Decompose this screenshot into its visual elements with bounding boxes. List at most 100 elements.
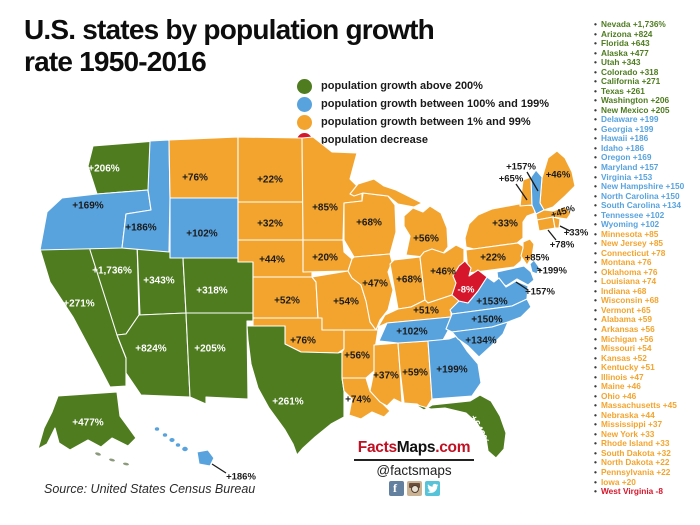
instagram-camera-lens [411,485,419,493]
state-value-label: +76% [290,336,316,347]
facebook-icon[interactable]: f [388,481,404,496]
ranking-item: • Alaska +477 [594,48,700,59]
state-value-label: +157% [506,162,536,173]
ranking-item: • Delaware +199 [594,115,700,125]
legend-color-dot [297,78,312,94]
ranking-text: Minnesota +85 [601,228,659,239]
pointer-line-hawaii [211,463,227,474]
ranking-item: • Massachusetts +45 [594,401,700,411]
ranking-text: South Dakota +32 [601,447,671,458]
ranking-item: • Idaho +186 [594,143,700,154]
ranking-text: Iowa +20 [601,476,636,487]
state-value-label: +22% [257,175,283,186]
ranking-text: Texas +261 [601,85,645,96]
ranking-item: • Oklahoma +76 [594,266,700,278]
ranking-text: New Hampshire +150 [601,181,685,192]
ranking-bullet: • [594,428,597,439]
ranking-item: • Georgia +199 [594,123,700,135]
pointer-line-rhode-island [559,225,571,232]
ranking-item: • Wyoming +102 [594,220,700,230]
twitter-bird-glyph [426,483,438,493]
ranking-bullet: • [594,247,597,258]
ranking-bullet: • [594,38,597,49]
ranking-bullet: • [594,343,597,354]
state-value-label: +1,736% [92,266,132,277]
state-value-label: +52% [274,296,300,307]
legend-color-dot [297,96,312,112]
ranking-bullet: • [594,133,597,144]
ranking-text: New Mexico +205 [601,104,670,115]
ranking-text: Florida +643 [601,38,650,49]
aleutian-island-dot [109,458,115,462]
ranking-item: • Kansas +52 [594,352,700,364]
state-value-label: +32% [257,219,283,230]
ranking-item: • Oregon +169 [594,153,700,163]
ranking-bullet: • [594,76,597,87]
state-florida [413,394,507,459]
state-value-label: +477% [72,418,104,429]
hawaii-island-dot [154,427,160,431]
ranking-text: West Virginia -8 [601,486,663,497]
instagram-icon[interactable] [406,481,422,496]
ranking-bullet: • [594,266,597,277]
ranking-item: • North Carolina +150 [594,191,700,202]
site-dotcom: .com [435,439,471,456]
ranking-text: Oklahoma +76 [601,266,658,277]
ranking-item: • Montana +76 [594,258,700,268]
state-value-label: +205% [194,344,226,355]
ranking-text: Michigan +56 [601,333,654,344]
ranking-item: • Minnesota +85 [594,228,700,240]
site-link[interactable]: FactsMaps.com [353,439,475,461]
ranking-item: • Missouri +54 [594,344,700,354]
ranking-text: Arkansas +56 [601,324,655,334]
twitter-icon[interactable] [424,481,440,496]
ranking-bullet: • [594,114,597,125]
ranking-item: • Hawaii +186 [594,134,700,144]
state-georgia [427,335,482,400]
ranking-item: • Utah +343 [594,58,700,68]
state-ranking-list: • Nevada +1,736% • Arizona +824 • Florida +64… [594,19,700,497]
ranking-bullet: • [594,390,597,401]
pointer-line-new-hampshire [526,171,539,192]
state-value-label: +150% [471,315,503,326]
ranking-bullet: • [594,362,597,373]
ranking-text: New Jersey +85 [601,238,664,249]
ranking-bullet: • [594,457,597,468]
ranking-text: Illinois +47 [601,371,644,382]
ranking-bullet: • [594,285,597,296]
ranking-bullet: • [594,181,597,192]
pointer-lines [211,171,571,474]
ranking-text: Connecticut +78 [601,247,666,258]
ranking-bullet: • [594,57,597,68]
ranking-text: Kentucky +51 [601,362,655,373]
title-line-1: U.S. states by population growth [24,14,435,45]
state-value-label: +59% [402,368,428,379]
state-alaska [37,391,137,451]
state-wisconsin [343,192,397,258]
state-north-dakota [237,136,304,203]
state-value-label: +85% [525,253,550,264]
ranking-bullet: • [594,152,597,163]
ranking-bullet: • [594,476,597,487]
state-michigan-upper-peninsula [349,178,423,208]
state-value-label: +271% [63,299,95,310]
page-title: U.S. states by population growth rate 19… [24,14,435,78]
state-value-label: +824% [135,344,167,355]
ranking-item: • Ohio +46 [594,390,700,402]
ranking-text: Montana +76 [601,257,652,268]
ranking-item: • Vermont +65 [594,305,700,316]
ranking-text: North Dakota +22 [601,457,670,468]
ranking-bullet: • [594,466,597,477]
ranking-bullet: • [594,123,597,134]
ranking-text: Washington +206 [601,95,670,106]
ranking-item: • Nebraska +44 [594,410,700,421]
ranking-item: • Michigan +56 [594,333,700,345]
ranking-bullet: • [594,276,597,287]
ranking-bullet: • [594,333,597,344]
state-value-label: +169% [72,201,104,212]
state-hawaii-big-island [196,449,215,467]
ranking-bullet: • [594,352,597,363]
state-value-label: +20% [312,253,338,264]
state-value-label: +33% [564,228,589,239]
state-delaware [529,259,540,275]
